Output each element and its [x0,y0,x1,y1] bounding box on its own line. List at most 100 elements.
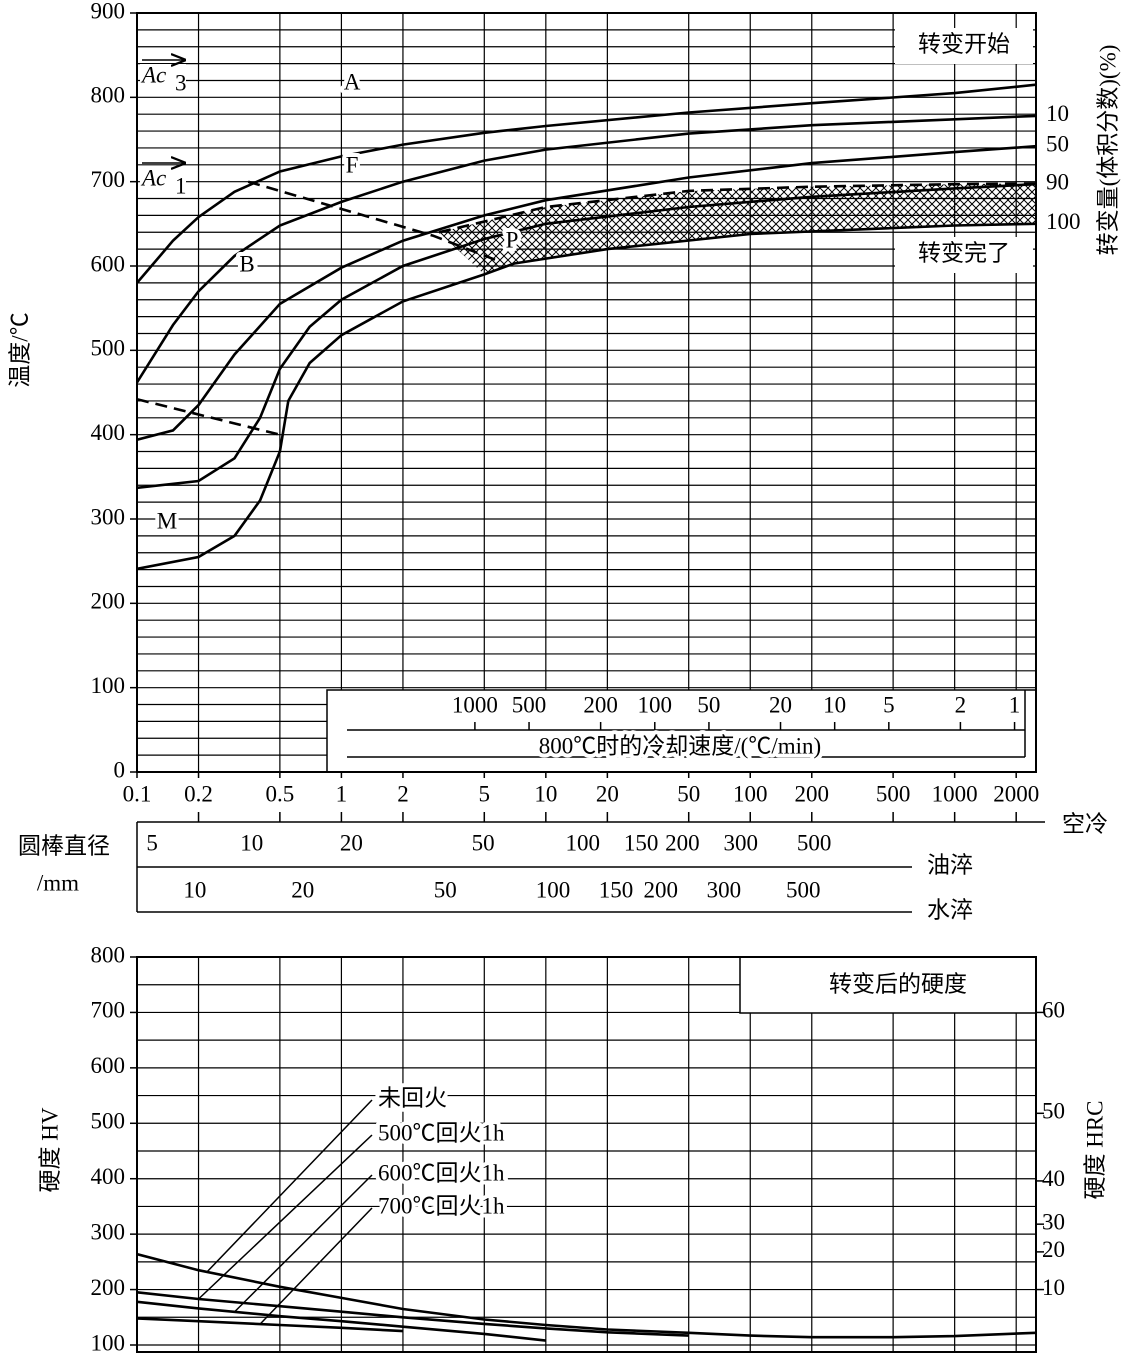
series-label: 10 [1046,101,1069,126]
rate-tick-label: 5 [883,692,895,717]
legend-label: 未回火 [378,1085,447,1110]
y-tick-label: 700 [91,998,126,1023]
start-label: 转变开始 [918,31,1010,56]
diameter-tick-label: 100 [566,830,601,855]
rate-tick-label: 100 [638,692,673,717]
axis-name: 空冷 [1062,811,1108,836]
ac-subscript: 3 [175,70,187,95]
diameter-tick-label: 10 [183,877,206,902]
rate-tick-label: 2 [955,692,967,717]
diameter-tick-label: 500 [797,830,832,855]
leader-line [198,1134,373,1300]
diameter-label: /mm [37,870,79,895]
diameter-tick-label: 100 [536,877,571,902]
rate-tick-label: 1 [1009,692,1021,717]
y-tick-label: 100 [91,673,126,698]
diameter-tick-label: 150 [599,877,634,902]
plot-area [137,957,1036,1352]
rate-axis-title: 800℃时的冷却速度/(℃/min) [539,733,821,758]
y-tick-label: 0 [114,757,126,782]
leader-line [259,1207,373,1325]
leader-line [234,1174,373,1313]
ac-label: Ac [140,62,166,87]
x-tick-label: 5 [479,781,491,806]
y-axis-title: 硬度 HV [37,1107,62,1192]
y2-tick-label: 30 [1042,1209,1065,1234]
x-tick-label: 2 [397,781,409,806]
y2-axis-title: 硬度 HRC [1082,1100,1107,1199]
chart-title: 转变后的硬度 [829,971,967,996]
hardness-curve [137,1300,546,1342]
hardness-curve [137,1291,689,1337]
diameter-tick-label: 500 [786,877,821,902]
region-label: A [344,69,361,94]
y-tick-label: 600 [91,1053,126,1078]
x-tick-label: 0.1 [123,781,152,806]
y-tick-label: 200 [91,1275,126,1300]
series-label: 90 [1046,169,1069,194]
inset-box [326,689,1037,773]
y-tick-label: 100 [91,1330,126,1355]
transformation-curve [137,114,1036,384]
dashed-curve [247,180,501,264]
x-tick-label: 10 [534,781,557,806]
leader-line [206,1099,373,1273]
y-tick-label: 500 [91,336,126,361]
ac-subscript: 1 [175,173,187,198]
x-tick-label: 0.2 [184,781,213,806]
hardness-curve [137,1317,403,1333]
rate-tick-label: 20 [769,692,792,717]
x-tick-label: 0.5 [266,781,295,806]
diameter-tick-label: 20 [340,830,363,855]
label-bg [140,64,186,92]
x-tick-label: 500 [876,781,911,806]
legend-label: 700℃回火1h [378,1193,505,1218]
y-tick-label: 300 [91,1219,126,1244]
end-label: 转变完了 [918,240,1010,265]
frame [136,956,1037,1353]
y-tick-label: 300 [91,504,126,529]
diameter-tick-label: 50 [472,830,495,855]
legend-box [739,956,1037,1014]
y2-tick-label: 10 [1042,1275,1065,1300]
rate-tick-label: 1000 [452,692,498,717]
y-tick-label: 800 [91,942,126,967]
diameter-tick-label: 200 [665,830,700,855]
y-tick-label: 200 [91,589,126,614]
y-tick-label: 500 [91,1109,126,1134]
y-tick-label: 600 [91,251,126,276]
y-tick-label: 700 [91,167,126,192]
region-label: M [157,508,177,533]
region-label: B [239,251,254,276]
x-tick-label: 1000 [932,781,978,806]
axis-name: 水淬 [927,897,973,922]
y2-tick-label: 20 [1042,1237,1065,1262]
diameter-tick-label: 10 [240,830,263,855]
y-tick-label: 400 [91,1164,126,1189]
label-bg [140,167,186,195]
transformation-curve [137,83,1036,284]
diameter-label: 圆棒直径 [18,833,110,858]
diameter-tick-label: 50 [434,877,457,902]
plot-area [137,13,1036,772]
y2-tick-label: 40 [1042,1166,1065,1191]
x-tick-label: 200 [795,781,830,806]
diameter-tick-label: 200 [644,877,679,902]
axis-name: 油淬 [927,852,973,877]
dashed-curve [137,397,281,436]
hardness-curve [137,1252,1036,1339]
label-box [895,237,1033,273]
label-box [895,28,1033,64]
region-label: P [506,227,519,252]
legend-label: 600℃回火1h [378,1160,505,1185]
x-tick-label: 100 [733,781,768,806]
x-tick-label: 2000 [993,781,1039,806]
rate-tick-label: 500 [512,692,547,717]
rate-tick-label: 10 [823,692,846,717]
dashed-curve [438,182,1036,234]
rate-tick-label: 50 [697,692,720,717]
series-label: 50 [1046,132,1069,157]
x-tick-label: 20 [596,781,619,806]
series-label: 100 [1046,209,1081,234]
diameter-tick-label: 300 [723,830,758,855]
